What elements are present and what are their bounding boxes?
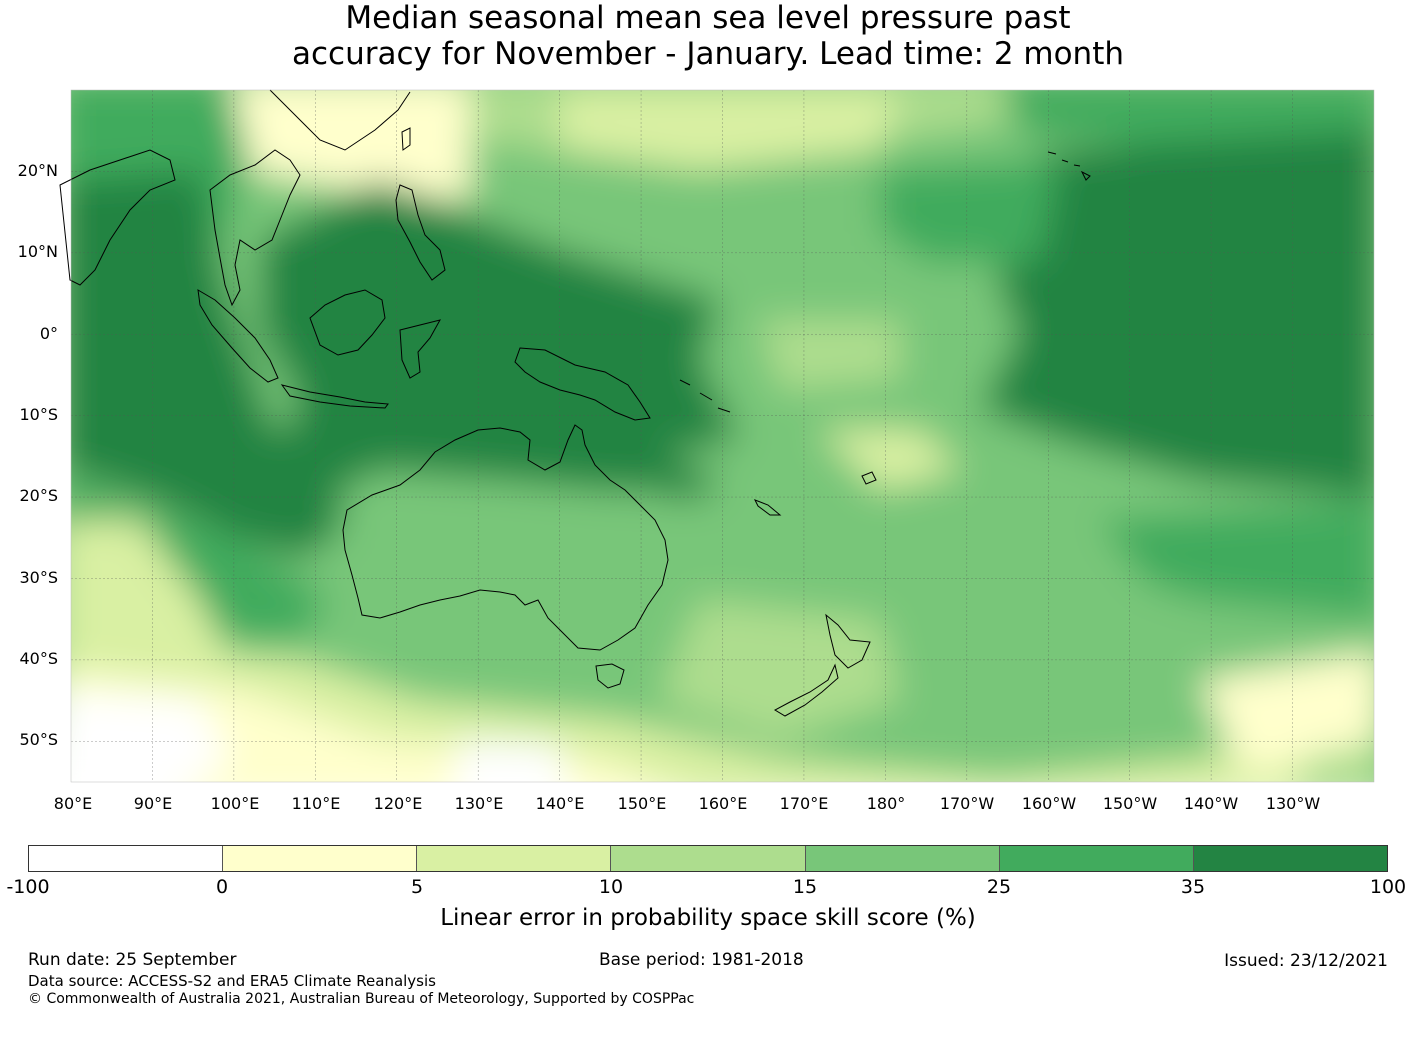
lat-label: 30°S: [19, 568, 58, 587]
skill-score-map: [59, 89, 1375, 783]
colorbar-tick: 25: [986, 876, 1012, 898]
colorbar-tick: 35: [1180, 876, 1206, 898]
lat-label: 10°S: [19, 405, 58, 424]
lat-label: 10°N: [17, 242, 58, 261]
colorbar-tick: 15: [792, 876, 818, 898]
australia-coast: [342, 424, 669, 651]
graticule: [71, 90, 1374, 782]
run-date: Run date: 25 September: [28, 950, 237, 970]
colorbar-label: Linear error in probability space skill …: [440, 905, 976, 931]
colorbar-segment: [29, 846, 224, 871]
lon-label: 140°E: [535, 794, 585, 813]
base-period: Base period: 1981-2018: [599, 950, 804, 970]
philippines-coast: [395, 184, 446, 281]
fiji-coast: [861, 471, 877, 485]
borneo-coast: [309, 289, 386, 356]
sulawesi-coast: [399, 319, 441, 379]
colorbar-segment: [417, 846, 612, 871]
title-line-2: accuracy for November - January. Lead ti…: [291, 36, 1125, 72]
new-zealand-north-coast: [825, 613, 871, 669]
lon-label: 100°E: [210, 794, 260, 813]
lon-label: 140°W: [1183, 794, 1239, 813]
lon-label: 120°E: [373, 794, 423, 813]
lon-label: 110°E: [291, 794, 341, 813]
colorbar-segment: [999, 846, 1194, 871]
colorbar-tick: 0: [215, 876, 229, 898]
skill-field: [71, 90, 1374, 782]
lon-label: 180°: [866, 794, 906, 813]
lon-label: 160°W: [1021, 794, 1077, 813]
lat-label: 50°S: [19, 730, 58, 749]
data-source: Data source: ACCESS-S2 and ERA5 Climate …: [28, 972, 436, 990]
lon-label: 150°W: [1102, 794, 1158, 813]
solomon-islands-coast: [679, 379, 731, 413]
colorbar-segment: [611, 846, 806, 871]
lon-label: 130°E: [454, 794, 504, 813]
lon-label: 170°W: [939, 794, 995, 813]
colorbar-segment: [223, 846, 418, 871]
tasmania-coast: [595, 663, 625, 689]
colorbar: [28, 845, 1388, 872]
colorbar-tick: 100: [1369, 876, 1407, 898]
lon-label: 90°E: [133, 794, 173, 813]
sumatra-coast: [197, 289, 279, 383]
new-zealand-south-coast: [773, 663, 839, 717]
lon-label: 150°E: [617, 794, 667, 813]
coastlines: [59, 89, 1091, 717]
china-coast: [269, 89, 411, 151]
map-frame: [70, 89, 1375, 783]
colorbar-tick: -100: [6, 876, 50, 898]
india-coast: [59, 149, 176, 286]
new-guinea-coast: [514, 347, 651, 421]
colorbar-tick: 5: [410, 876, 424, 898]
colorbar-tick: 10: [598, 876, 624, 898]
title-line-1: Median seasonal mean sea level pressure …: [345, 0, 1071, 36]
taiwan-coast: [401, 127, 411, 151]
lon-label: 160°E: [698, 794, 748, 813]
lon-label: 130°W: [1265, 794, 1321, 813]
lat-label: 0°: [39, 324, 58, 343]
copyright: © Commonwealth of Australia 2021, Austra…: [28, 991, 695, 1007]
lon-label: 170°E: [779, 794, 829, 813]
new-caledonia-coast: [753, 499, 782, 516]
java-coast: [280, 384, 389, 409]
issued-date: Issued: 23/12/2021: [1224, 951, 1388, 971]
lat-label: 20°N: [17, 161, 58, 180]
chart-title: Median seasonal mean sea level pressure …: [0, 0, 1416, 72]
indochina-coast: [209, 149, 301, 307]
colorbar-segment: [1193, 846, 1387, 871]
colorbar-segment: [805, 846, 1000, 871]
lat-label: 40°S: [19, 649, 58, 668]
lat-label: 20°S: [19, 486, 58, 505]
hawaii-coast: [1047, 151, 1091, 181]
lon-label: 80°E: [53, 794, 93, 813]
